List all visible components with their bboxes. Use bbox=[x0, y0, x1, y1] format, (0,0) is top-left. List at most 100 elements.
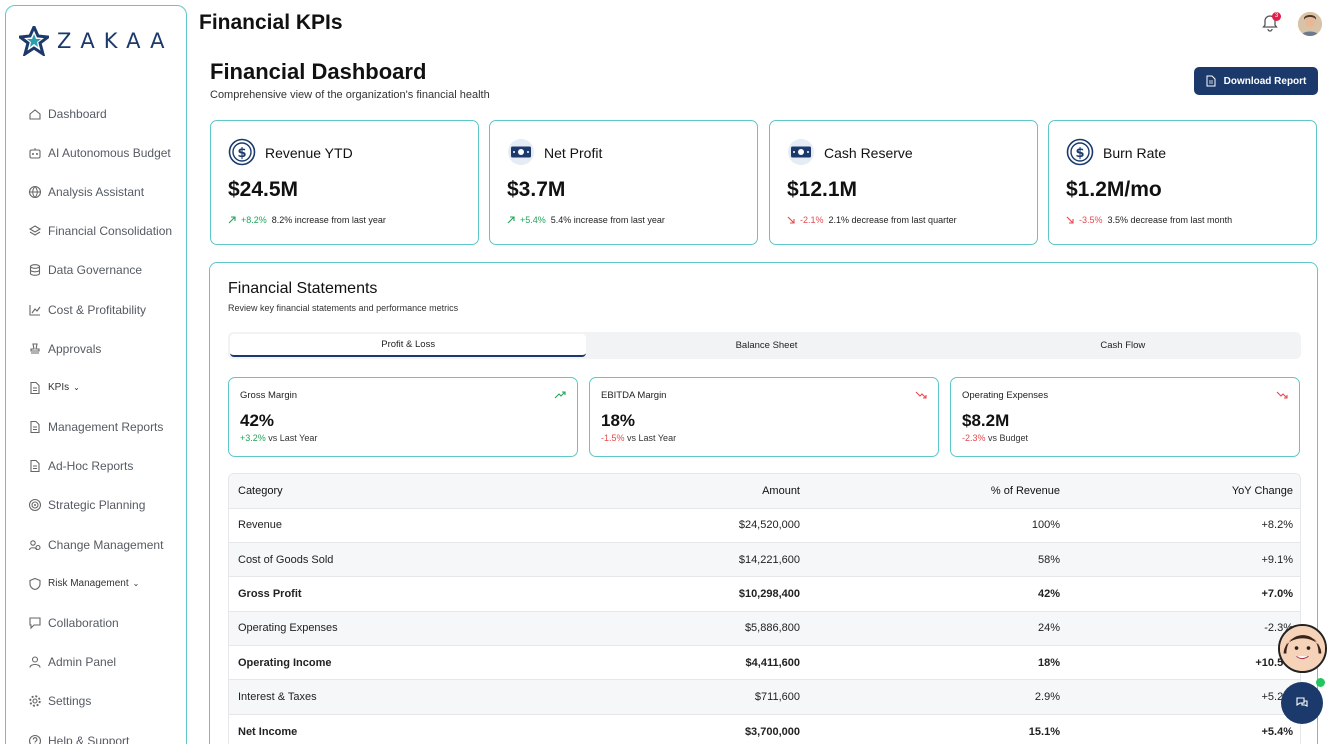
kpi-card-revenue-ytd[interactable]: $ Revenue YTD $24.5M +8.2% 8.2% increase fro… bbox=[210, 120, 479, 245]
banknote-icon bbox=[788, 139, 814, 165]
globe-icon bbox=[28, 185, 42, 199]
assistant-avatar[interactable] bbox=[1278, 624, 1327, 673]
download-report-button[interactable]: Download Report bbox=[1194, 67, 1318, 95]
cell-category: Gross Profit bbox=[229, 576, 489, 612]
robot-icon bbox=[28, 146, 42, 160]
trending-up-icon bbox=[554, 391, 566, 399]
brand-name: ZAKAA bbox=[57, 29, 174, 53]
col-amount[interactable]: Amount bbox=[489, 474, 800, 508]
sidebar-item-ad-hoc-reports[interactable]: Ad-Hoc Reports bbox=[28, 447, 186, 486]
document-icon bbox=[28, 459, 42, 473]
chart-icon bbox=[28, 303, 42, 317]
kpi-change: +5.4% 5.4% increase from last year bbox=[507, 215, 665, 225]
svg-text:$: $ bbox=[237, 146, 246, 161]
notification-badge: 3 bbox=[1272, 12, 1281, 21]
tab-cash-flow[interactable]: Cash Flow bbox=[1100, 340, 1146, 351]
kpi-card-cash-reserve[interactable]: Cash Reserve $12.1M -2.1% 2.1% decrease fro… bbox=[769, 120, 1038, 245]
col-yoy-change[interactable]: YoY Change bbox=[1060, 474, 1300, 508]
arrow-up-right-icon bbox=[228, 216, 236, 224]
tab-profit-loss[interactable]: Profit & Loss bbox=[230, 334, 587, 357]
metric-delta: -2.3% bbox=[962, 433, 986, 443]
table-row[interactable]: Interest & Taxes $711,600 2.9% +5.2% bbox=[229, 679, 1300, 715]
sidebar-item-label: Financial Consolidation bbox=[48, 224, 173, 239]
cell-category: Cost of Goods Sold bbox=[229, 541, 489, 577]
stamp-icon bbox=[28, 342, 42, 356]
kpi-value: $1.2M/mo bbox=[1066, 178, 1162, 201]
user-avatar[interactable] bbox=[1298, 12, 1322, 36]
cell-yoy-change: +8.2% bbox=[1060, 507, 1300, 543]
sidebar-item-kpis[interactable]: KPIs ⌄ bbox=[28, 368, 186, 407]
kpi-label: Net Profit bbox=[544, 145, 603, 161]
cell-yoy-change: +7.0% bbox=[1060, 576, 1300, 612]
metric-value: 18% bbox=[601, 411, 636, 430]
metric-change: -2.3% vs Budget bbox=[962, 433, 1028, 443]
dashboard-title: Financial Dashboard bbox=[210, 59, 427, 84]
table-row[interactable]: Revenue $24,520,000 100% +8.2% bbox=[229, 507, 1300, 543]
sidebar-item-risk-management[interactable]: Risk Management ⌄ bbox=[28, 564, 186, 603]
metric-card-gross-margin[interactable]: Gross Margin 42% +3.2% vs Last Year bbox=[228, 377, 578, 457]
sidebar-item-approvals[interactable]: Approvals bbox=[28, 329, 186, 368]
sidebar-item-data-governance[interactable]: Data Governance bbox=[28, 251, 186, 290]
download-report-label: Download Report bbox=[1223, 75, 1307, 87]
document-icon bbox=[1206, 75, 1216, 87]
target-icon bbox=[28, 498, 42, 512]
sidebar-item-strategic-planning[interactable]: Strategic Planning bbox=[28, 486, 186, 525]
table-row[interactable]: Operating Expenses $5,886,800 24% -2.3% bbox=[229, 610, 1300, 646]
metric-card-operating-expenses[interactable]: Operating Expenses $8.2M -2.3% vs Budget bbox=[950, 377, 1300, 457]
tab-balance-sheet[interactable]: Balance Sheet bbox=[735, 340, 798, 351]
kpi-card-net-profit[interactable]: Net Profit $3.7M +5.4% 5.4% increase from l… bbox=[489, 120, 758, 245]
shield-icon bbox=[28, 577, 42, 591]
document-icon bbox=[28, 420, 42, 434]
table-row[interactable]: Net Income $3,700,000 15.1% +5.4% bbox=[229, 713, 1300, 744]
sidebar-item-label: Cost & Profitability bbox=[48, 302, 147, 317]
logo-star-icon bbox=[19, 26, 49, 56]
brand-logo[interactable]: ZAKAA bbox=[19, 26, 173, 56]
sidebar-item-management-reports[interactable]: Management Reports bbox=[28, 408, 186, 447]
cell-yoy-change: +5.4% bbox=[1060, 713, 1300, 744]
metric-value: 42% bbox=[240, 411, 275, 430]
kpi-note: 2.1% decrease from last quarter bbox=[828, 215, 957, 225]
cell-pct-revenue: 15.1% bbox=[800, 713, 1060, 744]
statements-subtitle: Review key financial statements and perf… bbox=[228, 303, 459, 313]
sidebar-item-change-management[interactable]: Change Management bbox=[28, 525, 186, 564]
kpi-change: -2.1% 2.1% decrease from last quarter bbox=[787, 215, 957, 225]
chevron-down-icon: ⌄ bbox=[73, 383, 80, 393]
sidebar-item-dashboard[interactable]: Dashboard bbox=[28, 94, 186, 133]
kpi-delta: -3.5% bbox=[1079, 215, 1103, 225]
col-category[interactable]: Category bbox=[229, 474, 489, 508]
database-icon bbox=[28, 263, 42, 277]
kpi-card-burn-rate[interactable]: $ Burn Rate $1.2M/mo -3.5% 3.5% decrease fro… bbox=[1048, 120, 1317, 245]
dollar-circle-icon: $ bbox=[228, 138, 256, 166]
chat-button[interactable] bbox=[1281, 682, 1323, 724]
kpi-delta: +5.4% bbox=[520, 215, 546, 225]
statements-title: Financial Statements bbox=[228, 280, 378, 297]
gear-icon bbox=[28, 694, 42, 708]
online-status-dot bbox=[1316, 678, 1325, 687]
chat-icon bbox=[28, 616, 42, 630]
sidebar-item-label: Strategic Planning bbox=[48, 498, 146, 513]
sidebar-item-label: Change Management bbox=[48, 537, 164, 552]
kpi-note: 5.4% increase from last year bbox=[550, 215, 665, 225]
sidebar-item-label: Ad-Hoc Reports bbox=[48, 459, 134, 474]
sidebar-item-financial-consolidation[interactable]: Financial Consolidation bbox=[28, 212, 186, 251]
sidebar-item-settings[interactable]: Settings bbox=[28, 682, 186, 721]
sidebar-item-cost-and-profitability[interactable]: Cost & Profitability bbox=[28, 290, 186, 329]
sidebar-item-label: Analysis Assistant bbox=[48, 184, 145, 199]
table-row[interactable]: Operating Income $4,411,600 18% +10.5% bbox=[229, 645, 1300, 680]
trending-down-icon bbox=[1276, 391, 1288, 399]
table-row[interactable]: Cost of Goods Sold $14,221,600 58% +9.1% bbox=[229, 541, 1300, 577]
sidebar-item-collaboration[interactable]: Collaboration bbox=[28, 603, 186, 642]
kpi-delta: +8.2% bbox=[241, 215, 267, 225]
table-row[interactable]: Gross Profit $10,298,400 42% +7.0% bbox=[229, 576, 1300, 612]
sidebar-item-analysis-assistant[interactable]: Analysis Assistant bbox=[28, 172, 186, 211]
sidebar-item-ai-autonomous-budget[interactable]: AI Autonomous Budget bbox=[28, 133, 186, 172]
kpi-note: 8.2% increase from last year bbox=[271, 215, 386, 225]
col-pct-revenue[interactable]: % of Revenue bbox=[800, 474, 1060, 508]
sidebar-item-help-and-support[interactable]: Help & Support bbox=[28, 721, 186, 744]
cell-category: Net Income bbox=[229, 713, 489, 744]
user-icon bbox=[28, 655, 42, 669]
svg-text:$: $ bbox=[1075, 146, 1084, 161]
metric-card-ebitda-margin[interactable]: EBITDA Margin 18% -1.5% vs Last Year bbox=[589, 377, 939, 457]
sidebar-item-admin-panel[interactable]: Admin Panel bbox=[28, 643, 186, 682]
page-title: Financial KPIs bbox=[199, 11, 343, 34]
